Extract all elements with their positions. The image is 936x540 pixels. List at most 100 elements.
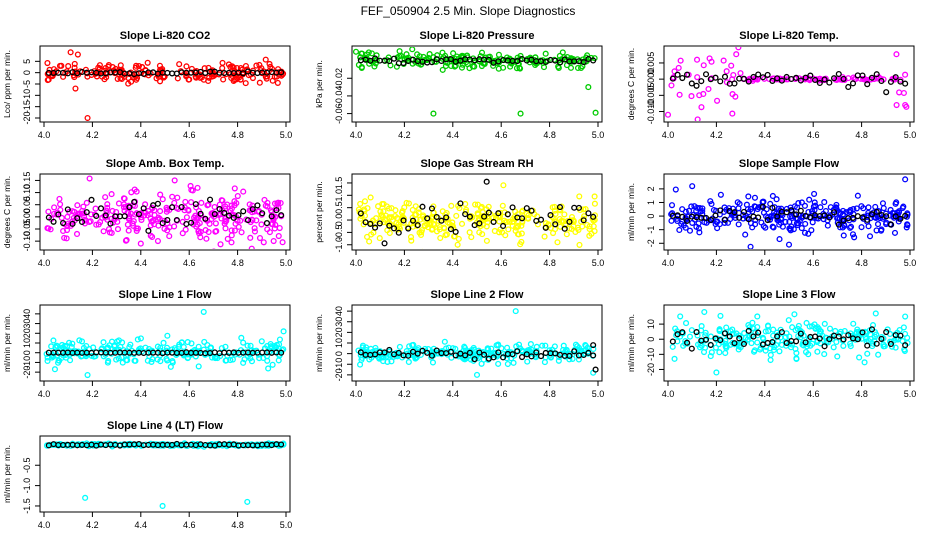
data-point-outlier <box>137 240 144 247</box>
data-point <box>159 220 166 227</box>
data-point <box>682 214 689 221</box>
data-point <box>688 80 695 87</box>
data-point <box>672 186 679 193</box>
data-point <box>373 215 380 222</box>
data-point <box>684 339 691 346</box>
data-point <box>433 347 440 354</box>
data-point <box>518 238 525 245</box>
data-point <box>585 210 592 217</box>
x-tick-label: 4.0 <box>350 258 363 268</box>
x-tick-label: 4.2 <box>398 130 411 140</box>
chart-panel-p10: Slope Line 4 (LT) Flow ml/min per min. 4.0… <box>2 420 292 530</box>
x-tick-label: 5.0 <box>592 130 605 140</box>
data-point <box>396 343 403 350</box>
data-point <box>154 237 161 245</box>
data-point <box>902 212 909 219</box>
data-points <box>355 308 599 378</box>
data-point <box>504 211 511 218</box>
data-point <box>222 343 229 350</box>
data-point <box>854 192 861 199</box>
y-axis-label: Lco/ ppm per min. <box>2 50 12 118</box>
data-point <box>722 349 729 357</box>
data-point-outlier <box>72 85 79 92</box>
data-point <box>759 203 766 210</box>
chart-title: Slope Gas Stream RH <box>420 158 533 170</box>
data-point <box>63 235 70 242</box>
data-point <box>477 205 485 212</box>
y-tick-label: 30 <box>22 319 32 329</box>
data-point <box>716 349 723 356</box>
data-point <box>717 78 724 85</box>
data-point <box>274 79 281 86</box>
y-tick-label: 0 <box>334 351 344 356</box>
x-tick-label: 4.2 <box>710 389 723 399</box>
data-point <box>409 217 417 224</box>
data-point <box>88 349 95 356</box>
data-point <box>590 352 597 359</box>
y-tick-label: 20 <box>334 327 344 337</box>
data-point <box>754 323 761 331</box>
data-point <box>850 206 857 213</box>
data-point <box>205 201 212 208</box>
data-point <box>166 233 173 240</box>
data-points <box>43 308 287 379</box>
data-point <box>707 198 714 205</box>
y-tick-label: -20 <box>22 366 32 379</box>
x-tick-label: 4.4 <box>135 258 148 268</box>
data-point <box>223 217 230 224</box>
data-point <box>575 204 582 211</box>
y-tick-label: -0.05 <box>22 219 32 240</box>
data-point <box>187 182 194 189</box>
data-point <box>63 226 71 234</box>
data-point <box>45 214 52 221</box>
x-tick-label: 4.0 <box>662 130 675 140</box>
data-point <box>258 221 265 228</box>
data-point <box>847 209 854 216</box>
chart-title: Slope Line 4 (LT) Flow <box>107 420 223 432</box>
plot-frame <box>39 173 291 251</box>
data-point <box>64 206 71 213</box>
data-point <box>797 334 804 341</box>
data-point <box>174 75 181 82</box>
data-point <box>756 346 764 353</box>
data-point <box>498 345 505 352</box>
data-point <box>893 199 900 206</box>
x-tick-label: 4.4 <box>135 130 148 140</box>
data-point <box>495 210 502 217</box>
data-point <box>376 57 383 64</box>
chart-title: Slope Line 1 Flow <box>119 289 212 301</box>
data-point <box>442 232 449 239</box>
data-point <box>169 193 176 200</box>
data-point <box>580 351 587 359</box>
data-point <box>444 215 451 222</box>
data-point <box>114 218 121 225</box>
data-point <box>221 349 228 356</box>
data-point <box>850 320 857 327</box>
chart-title: Slope Amb. Box Temp. <box>106 158 225 170</box>
data-point <box>717 191 724 198</box>
data-point <box>184 354 191 361</box>
data-point <box>194 184 201 191</box>
data-point <box>147 210 154 218</box>
x-tick-label: 4.2 <box>710 130 723 140</box>
data-point <box>821 76 828 83</box>
data-point <box>44 225 51 232</box>
data-point <box>811 321 818 328</box>
data-point-outlier <box>689 183 696 190</box>
data-point <box>405 200 412 207</box>
data-point <box>891 229 899 236</box>
data-point <box>817 204 824 211</box>
data-point <box>590 223 597 230</box>
data-point <box>448 202 455 209</box>
data-point-outlier <box>585 84 592 91</box>
data-point <box>277 199 284 207</box>
series-cyan <box>355 308 597 378</box>
series-magenta <box>665 47 910 121</box>
data-point <box>490 218 497 225</box>
y-tick-label: 0 <box>646 337 656 342</box>
data-point <box>801 229 809 236</box>
data-point <box>883 328 890 336</box>
data-point <box>770 326 777 333</box>
data-point <box>69 220 76 227</box>
data-point <box>737 70 744 77</box>
